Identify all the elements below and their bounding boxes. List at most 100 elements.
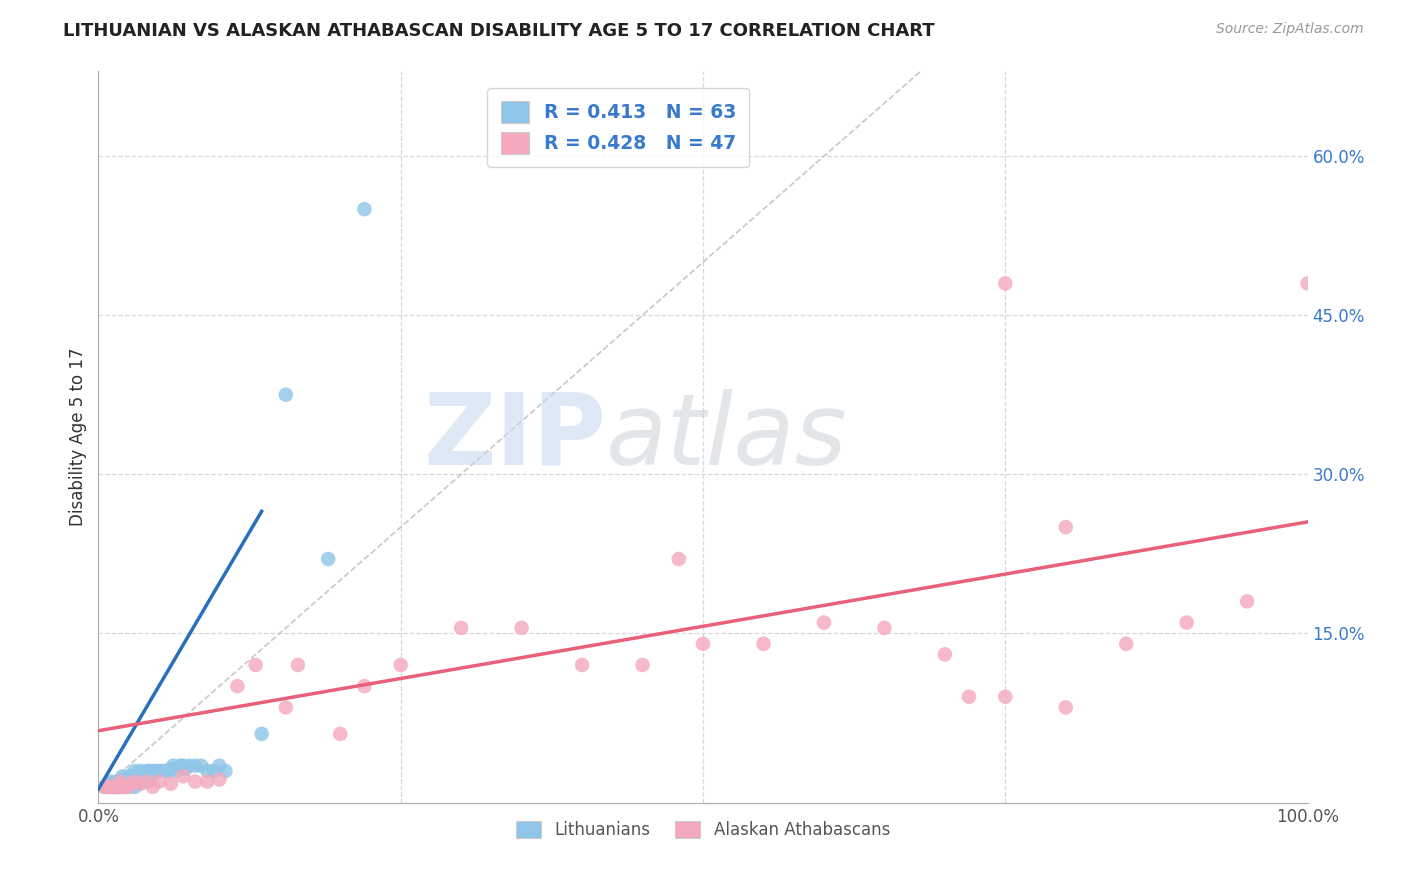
Point: [208, 772, 231, 787]
Point: [100, 780, 122, 794]
Point: [124, 780, 146, 794]
Point: [169, 758, 191, 772]
Point: [668, 552, 690, 566]
Point: [150, 764, 173, 778]
Point: [105, 780, 128, 794]
Point: [214, 764, 236, 778]
Point: [100, 774, 122, 789]
Point: [813, 615, 835, 630]
Point: [934, 648, 956, 662]
Point: [389, 658, 412, 673]
Text: LITHUANIAN VS ALASKAN ATHABASCAN DISABILITY AGE 5 TO 17 CORRELATION CHART: LITHUANIAN VS ALASKAN ATHABASCAN DISABIL…: [63, 22, 935, 40]
Point: [208, 758, 231, 772]
Point: [195, 774, 218, 789]
Point: [873, 621, 896, 635]
Text: atlas: atlas: [606, 389, 848, 485]
Y-axis label: Disability Age 5 to 17: Disability Age 5 to 17: [69, 348, 87, 526]
Point: [124, 774, 146, 789]
Point: [148, 774, 170, 789]
Point: [97, 780, 120, 794]
Point: [166, 764, 188, 778]
Text: Source: ZipAtlas.com: Source: ZipAtlas.com: [1216, 22, 1364, 37]
Point: [111, 774, 134, 789]
Point: [108, 774, 131, 789]
Point: [316, 552, 339, 566]
Point: [129, 764, 152, 778]
Point: [174, 762, 197, 776]
Point: [195, 764, 218, 778]
Point: [101, 780, 124, 794]
Point: [93, 780, 115, 794]
Point: [190, 758, 212, 772]
Point: [148, 764, 170, 778]
Point: [124, 774, 146, 789]
Point: [135, 764, 157, 778]
Point: [101, 777, 124, 791]
Point: [202, 764, 225, 778]
Point: [114, 780, 136, 794]
Point: [117, 777, 139, 791]
Point: [142, 764, 165, 778]
Point: [129, 774, 152, 789]
Point: [107, 777, 129, 791]
Point: [107, 780, 129, 794]
Point: [97, 780, 120, 794]
Point: [97, 777, 120, 791]
Point: [100, 779, 122, 793]
Point: [111, 777, 134, 791]
Point: [111, 780, 134, 794]
Point: [571, 658, 593, 673]
Point: [142, 780, 165, 794]
Point: [172, 769, 194, 783]
Point: [118, 774, 141, 789]
Point: [107, 780, 129, 794]
Point: [1115, 637, 1137, 651]
Point: [274, 387, 297, 401]
Point: [1296, 277, 1319, 291]
Legend: Lithuanians, Alaskan Athabascans: Lithuanians, Alaskan Athabascans: [509, 814, 897, 846]
Point: [250, 727, 273, 741]
Point: [105, 780, 128, 794]
Point: [226, 679, 249, 693]
Point: [101, 780, 124, 794]
Point: [353, 202, 375, 216]
Point: [1175, 615, 1198, 630]
Point: [160, 762, 183, 776]
Point: [172, 758, 194, 772]
Point: [1054, 700, 1077, 714]
Point: [138, 764, 160, 778]
Point: [108, 780, 131, 794]
Point: [274, 700, 297, 714]
Point: [93, 780, 115, 794]
Point: [160, 777, 183, 791]
Point: [752, 637, 775, 651]
Point: [994, 277, 1017, 291]
Point: [129, 777, 152, 791]
Point: [287, 658, 309, 673]
Point: [118, 777, 141, 791]
Point: [1236, 594, 1258, 608]
Point: [118, 769, 141, 783]
Point: [108, 774, 131, 789]
Point: [510, 621, 533, 635]
Point: [245, 658, 267, 673]
Point: [135, 774, 157, 789]
Point: [141, 769, 163, 783]
Point: [692, 637, 714, 651]
Point: [118, 777, 141, 791]
Text: ZIP: ZIP: [423, 389, 606, 485]
Point: [162, 758, 184, 772]
Point: [111, 769, 134, 783]
Point: [100, 780, 122, 794]
Point: [121, 777, 143, 791]
Point: [104, 780, 127, 794]
Point: [153, 764, 176, 778]
Point: [1054, 520, 1077, 534]
Point: [994, 690, 1017, 704]
Point: [184, 758, 207, 772]
Point: [145, 764, 167, 778]
Point: [118, 780, 141, 794]
Point: [124, 764, 146, 778]
Point: [184, 774, 207, 789]
Point: [353, 679, 375, 693]
